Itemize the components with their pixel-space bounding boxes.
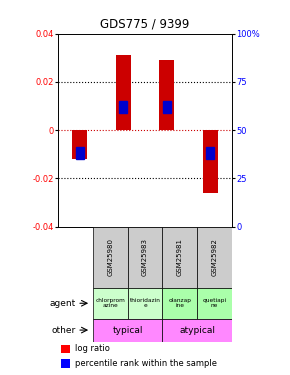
Bar xyxy=(72,130,87,159)
Text: chlorprom
azine: chlorprom azine xyxy=(95,298,125,309)
Text: GSM25982: GSM25982 xyxy=(212,238,218,276)
Text: thioridazin
e: thioridazin e xyxy=(130,298,160,309)
Bar xyxy=(93,288,128,319)
Text: GSM25983: GSM25983 xyxy=(142,238,148,276)
Text: GSM25980: GSM25980 xyxy=(107,238,113,276)
Bar xyxy=(76,147,84,159)
Bar xyxy=(93,226,128,288)
Text: quetiapi
ne: quetiapi ne xyxy=(202,298,227,309)
Bar xyxy=(203,130,218,193)
Bar xyxy=(61,345,70,353)
Text: olanzap
ine: olanzap ine xyxy=(168,298,191,309)
Bar xyxy=(61,359,70,368)
Bar xyxy=(162,226,197,288)
Bar xyxy=(128,288,162,319)
Bar xyxy=(197,226,232,288)
Bar xyxy=(119,101,127,113)
Bar xyxy=(116,56,131,130)
Text: GDS775 / 9399: GDS775 / 9399 xyxy=(100,18,190,31)
Text: percentile rank within the sample: percentile rank within the sample xyxy=(75,359,218,368)
Bar xyxy=(159,60,174,130)
Bar xyxy=(93,319,162,342)
Text: typical: typical xyxy=(112,326,143,334)
Bar xyxy=(128,226,162,288)
Text: log ratio: log ratio xyxy=(75,344,110,353)
Bar xyxy=(162,288,197,319)
Bar xyxy=(162,319,232,342)
Bar xyxy=(197,288,232,319)
Bar xyxy=(206,147,214,159)
Text: GSM25981: GSM25981 xyxy=(177,238,183,276)
Bar xyxy=(163,101,171,113)
Text: other: other xyxy=(51,326,75,334)
Text: atypical: atypical xyxy=(179,326,215,334)
Text: agent: agent xyxy=(49,299,75,308)
